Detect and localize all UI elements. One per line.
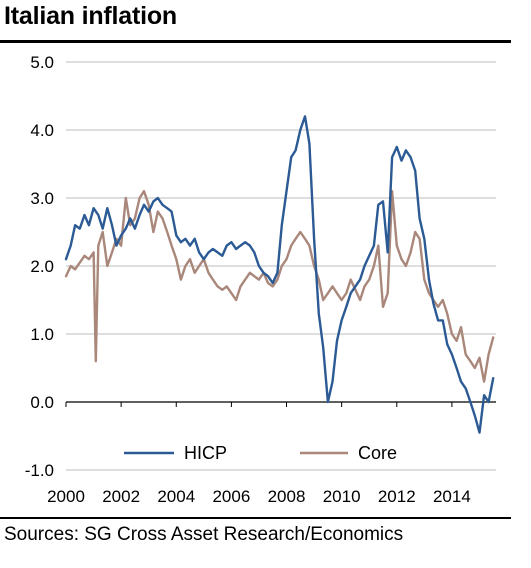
- y-tick-label: 5.0: [30, 53, 54, 72]
- legend-label-hicp: HICP: [184, 443, 227, 463]
- source-note: Sources: SG Cross Asset Research/Economi…: [4, 524, 404, 545]
- chart: -1.00.01.02.03.04.05.0 2000 2002 2004 2006 2…: [25, 53, 496, 506]
- legend-label-core: Core: [358, 443, 397, 463]
- x-axis-ticks: 2000 2002 2004 2006 2008 2010 2012 2014: [47, 402, 471, 506]
- x-tick-label: 2006: [212, 487, 250, 506]
- series-lines: [64, 115, 495, 434]
- y-tick-label: -1.0: [25, 461, 54, 480]
- x-tick-label: 2010: [323, 487, 361, 506]
- x-tick-label: 2014: [433, 487, 471, 506]
- x-tick-label: 2004: [157, 487, 195, 506]
- x-tick-label: 2000: [47, 487, 85, 506]
- x-tick-label: 2002: [102, 487, 140, 506]
- y-tick-label: 0.0: [30, 393, 54, 412]
- series-line-core: [64, 190, 495, 383]
- y-tick-label: 3.0: [30, 189, 54, 208]
- series-line-hicp: [64, 115, 495, 434]
- x-tick-label: 2008: [268, 487, 306, 506]
- chart-title: Italian inflation: [4, 2, 177, 30]
- title-rule: [0, 40, 511, 43]
- y-tick-label: 1.0: [30, 325, 54, 344]
- y-tick-label: 4.0: [30, 121, 54, 140]
- legend: HICP Core: [124, 443, 397, 463]
- y-axis-ticks: -1.0 0.0 1.0 2.0 3.0 4.0 5.0: [25, 53, 54, 480]
- source-rule: [0, 517, 511, 519]
- x-tick-label: 2012: [378, 487, 416, 506]
- y-tick-label: 2.0: [30, 257, 54, 276]
